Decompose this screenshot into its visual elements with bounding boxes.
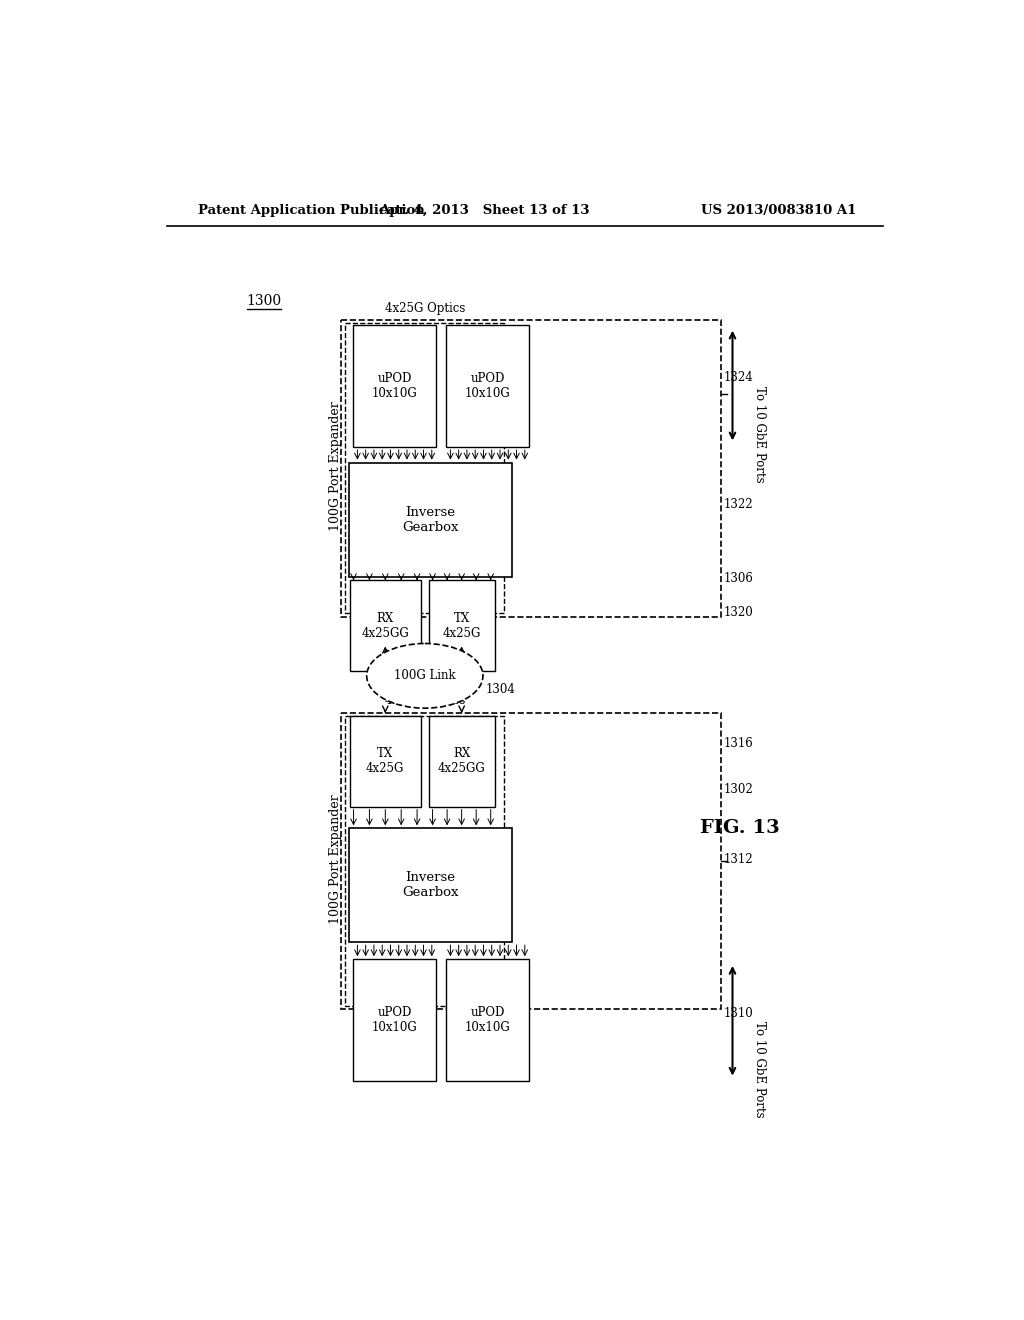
Text: 1324: 1324 xyxy=(723,371,753,384)
Text: RX
4x25GG: RX 4x25GG xyxy=(438,747,485,775)
Text: 1300: 1300 xyxy=(246,294,282,308)
Text: 100G Port Expander: 100G Port Expander xyxy=(329,795,342,924)
Text: 1304: 1304 xyxy=(486,684,516,696)
Text: 4x25G Optics: 4x25G Optics xyxy=(385,694,465,708)
Text: uPOD
10x10G: uPOD 10x10G xyxy=(465,1006,511,1034)
Bar xyxy=(341,713,721,1010)
Text: FIG. 13: FIG. 13 xyxy=(700,820,780,837)
Text: RX
4x25GG: RX 4x25GG xyxy=(361,611,410,640)
Bar xyxy=(429,581,495,671)
Bar xyxy=(349,715,421,807)
Text: 100G Port Expander: 100G Port Expander xyxy=(329,401,342,531)
Text: 1310: 1310 xyxy=(723,1007,753,1019)
Bar xyxy=(341,321,721,616)
Text: TX
4x25G: TX 4x25G xyxy=(367,747,404,775)
Text: 1312: 1312 xyxy=(723,853,753,866)
Bar xyxy=(345,323,504,614)
Text: 4x25G Optics: 4x25G Optics xyxy=(385,302,465,314)
Text: To 10 GbE Ports: To 10 GbE Ports xyxy=(753,385,766,482)
Bar xyxy=(352,960,436,1081)
Bar xyxy=(352,326,436,447)
Bar xyxy=(445,960,529,1081)
Text: TX
4x25G: TX 4x25G xyxy=(442,611,481,640)
Bar xyxy=(445,326,529,447)
Bar xyxy=(349,829,512,942)
Bar xyxy=(429,715,495,807)
Text: To 10 GbE Ports: To 10 GbE Ports xyxy=(753,1020,766,1118)
Text: 1302: 1302 xyxy=(723,783,753,796)
Bar xyxy=(345,715,504,1006)
Text: Apr. 4, 2013   Sheet 13 of 13: Apr. 4, 2013 Sheet 13 of 13 xyxy=(379,205,590,218)
Text: US 2013/0083810 A1: US 2013/0083810 A1 xyxy=(701,205,856,218)
Bar xyxy=(349,581,421,671)
Text: 1306: 1306 xyxy=(723,572,753,585)
Text: 1322: 1322 xyxy=(723,499,753,511)
Text: 1320: 1320 xyxy=(723,606,753,619)
Ellipse shape xyxy=(367,644,483,708)
Text: 1316: 1316 xyxy=(723,737,753,750)
Text: uPOD
10x10G: uPOD 10x10G xyxy=(372,1006,418,1034)
Text: uPOD
10x10G: uPOD 10x10G xyxy=(372,372,418,400)
Text: Patent Application Publication: Patent Application Publication xyxy=(198,205,425,218)
Bar xyxy=(349,462,512,577)
Text: Inverse
Gearbox: Inverse Gearbox xyxy=(402,506,459,533)
Text: 100G Link: 100G Link xyxy=(394,669,456,682)
Text: Inverse
Gearbox: Inverse Gearbox xyxy=(402,871,459,899)
Text: uPOD
10x10G: uPOD 10x10G xyxy=(465,372,511,400)
